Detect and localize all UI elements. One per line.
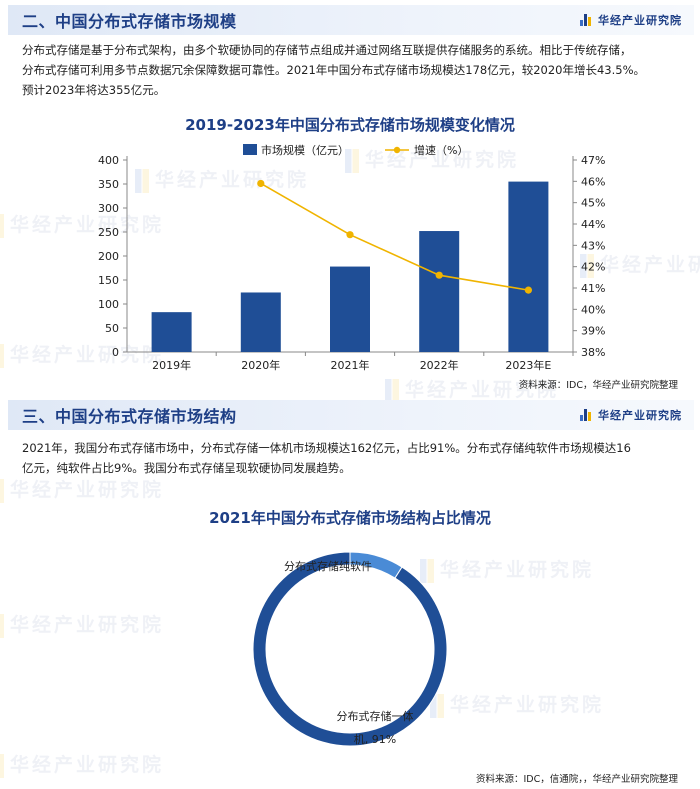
x-axis-tick-label: 2021年 — [331, 358, 370, 372]
x-axis-tick-label: 2022年 — [420, 358, 459, 372]
y-axis-tick-label: 150 — [98, 274, 119, 287]
growth-point — [524, 286, 533, 294]
x-axis-tick-label: 2019年 — [152, 358, 191, 372]
donut-label-software: 分布式存储纯软件 — [284, 559, 372, 573]
section-title: 二、中国分布式存储市场规模 — [22, 12, 237, 31]
growth-point — [346, 231, 354, 239]
y2-axis-tick-label: 38% — [581, 346, 605, 359]
brand-logo-icon — [580, 14, 592, 26]
legend-label-line: 增速（%） — [414, 143, 468, 157]
legend-swatch-marker — [393, 146, 401, 154]
y2-axis-tick-label: 43% — [581, 239, 605, 252]
bar — [508, 181, 549, 352]
donut-label-hardware-pct: 机, 91% — [354, 732, 396, 746]
bar — [151, 312, 192, 352]
intro-paragraph-market-size: 分布式存储是基于分布式架构，由多个软硬协同的存储节点组成并通过网络互联提供存储服… — [22, 40, 684, 100]
intro-paragraph-market-structure: 2021年，我国分布式存储市场中，分布式存储一体机市场规模达162亿元，占比91… — [22, 438, 684, 478]
bar — [240, 292, 281, 352]
watermark: 华经产业研究院 — [0, 475, 164, 503]
source-note-market-structure: 资料来源：IDC，信通院，，华经产业研究院整理 — [475, 774, 678, 785]
section-header-market-size: 二、中国分布式存储市场规模 华经产业研究院 — [8, 5, 694, 35]
paragraph-line: 亿元，纯软件占比9%。我国分布式存储呈现软硬协同发展趋势。 — [22, 461, 351, 475]
legend-label-bar: 市场规模（亿元） — [261, 143, 349, 157]
market-structure-donut-chart: 分布式存储纯软件 分布式存储一体 机, 91% — [252, 551, 448, 747]
y-axis-tick-label: 0 — [112, 346, 119, 359]
growth-point — [435, 271, 443, 279]
brand-logo: 华经产业研究院 — [580, 12, 682, 28]
chart-title-market-size: 2019-2023年中国分布式存储市场规模变化情况 — [185, 116, 515, 134]
y2-axis-tick-label: 41% — [581, 282, 605, 295]
brand-name: 华经产业研究院 — [598, 14, 682, 27]
paragraph-line: 分布式存储是基于分布式架构，由多个软硬协同的存储节点组成并通过网络互联提供存储服… — [22, 43, 632, 57]
growth-point — [257, 179, 265, 188]
donut-label-hardware: 分布式存储一体 — [337, 709, 414, 723]
y2-axis-tick-label: 47% — [581, 154, 605, 167]
y-axis-tick-label: 200 — [98, 250, 119, 263]
brand-name: 华经产业研究院 — [598, 409, 682, 422]
growth-rate-line — [260, 182, 529, 291]
y-axis-tick-label: 100 — [98, 298, 119, 311]
x-axis-tick-label: 2020年 — [241, 358, 280, 372]
paragraph-line: 预计2023年将达355亿元。 — [22, 83, 166, 97]
bar — [419, 231, 460, 352]
paragraph-line: 2021年，我国分布式存储市场中，分布式存储一体机市场规模达162亿元，占比91… — [22, 441, 631, 455]
legend-swatch-bar — [243, 144, 257, 155]
y2-axis-tick-label: 45% — [581, 197, 605, 210]
y2-axis-tick-label: 40% — [581, 303, 605, 316]
y2-axis-tick-label: 39% — [581, 325, 605, 338]
bar — [330, 266, 370, 352]
section-title: 三、中国分布式存储市场结构 — [22, 407, 237, 426]
paragraph-line: 分布式存储可利用多节点数据冗余保障数据可靠性。2021年中国分布式存储市场规模达… — [22, 63, 646, 77]
y-axis-tick-label: 50 — [105, 322, 119, 335]
source-note-market-size: 资料来源：IDC，华经产业研究院整理 — [518, 380, 678, 391]
y2-axis-tick-label: 44% — [581, 218, 605, 231]
donut-slice — [252, 551, 448, 747]
y-axis-tick-label: 250 — [98, 226, 119, 239]
y-axis-tick-label: 400 — [98, 154, 119, 167]
market-size-combo-chart: 0 50 100 150 200 250 300 350 400 38% 39% 40% 41% 42%… — [98, 143, 605, 372]
brand-logo-icon — [580, 409, 592, 421]
y2-axis-tick-label: 42% — [581, 261, 605, 274]
y2-axis-tick-label: 46% — [581, 175, 605, 188]
x-axis-tick-label: 2023年E — [505, 358, 551, 372]
chart-title-market-structure: 2021年中国分布式存储市场结构占比情况 — [209, 509, 491, 527]
y-axis-tick-label: 300 — [98, 202, 119, 215]
brand-logo: 华经产业研究院 — [580, 407, 682, 423]
section-header-market-structure: 三、中国分布式存储市场结构 华经产业研究院 — [8, 400, 694, 430]
y-axis-tick-label: 350 — [98, 178, 119, 191]
